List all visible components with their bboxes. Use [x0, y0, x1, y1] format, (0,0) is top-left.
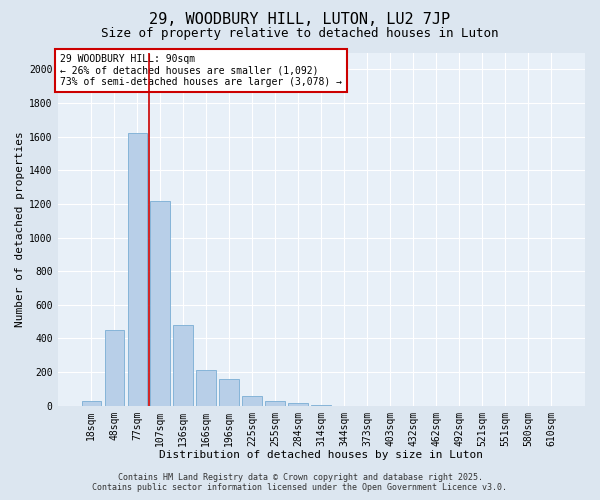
X-axis label: Distribution of detached houses by size in Luton: Distribution of detached houses by size …	[159, 450, 483, 460]
Bar	[220, 379, 239, 406]
Bar	[289, 403, 308, 406]
Bar	[196, 370, 216, 406]
Bar	[82, 400, 101, 406]
Bar	[265, 400, 285, 406]
Text: 29 WOODBURY HILL: 90sqm
← 26% of detached houses are smaller (1,092)
73% of semi: 29 WOODBURY HILL: 90sqm ← 26% of detache…	[60, 54, 342, 88]
Y-axis label: Number of detached properties: Number of detached properties	[15, 131, 25, 327]
Bar	[311, 405, 331, 406]
Bar	[104, 330, 124, 406]
Bar	[242, 396, 262, 406]
Bar	[173, 325, 193, 406]
Text: Size of property relative to detached houses in Luton: Size of property relative to detached ho…	[101, 28, 499, 40]
Text: 29, WOODBURY HILL, LUTON, LU2 7JP: 29, WOODBURY HILL, LUTON, LU2 7JP	[149, 12, 451, 28]
Bar	[151, 200, 170, 406]
Text: Contains HM Land Registry data © Crown copyright and database right 2025.
Contai: Contains HM Land Registry data © Crown c…	[92, 473, 508, 492]
Bar	[128, 133, 147, 406]
